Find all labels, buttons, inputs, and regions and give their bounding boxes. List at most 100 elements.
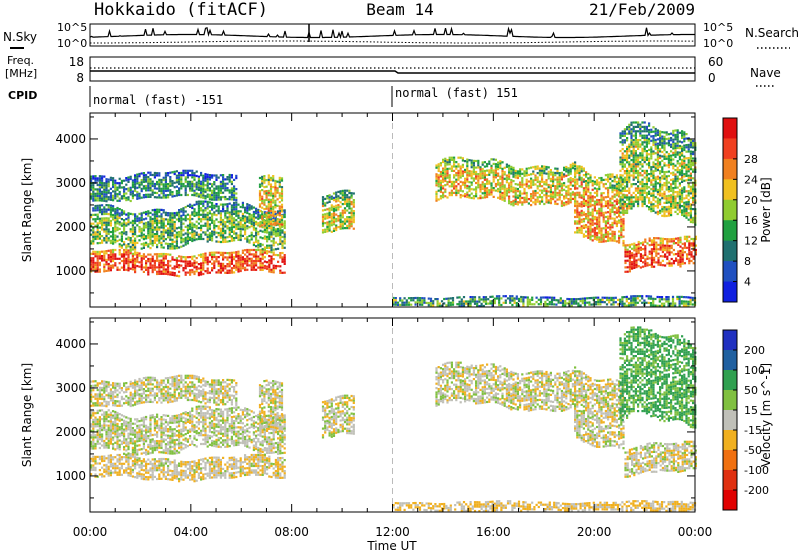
power-echo-cell [451,159,453,161]
power-echo-cell [220,219,222,221]
power-echo-cell [596,184,598,186]
power-echo-cell [596,219,598,221]
power-echo-cell [624,262,626,264]
power-echo-cell [138,230,140,232]
power-echo-cell [326,215,328,217]
power-echo-cell [395,297,397,299]
power-echo-cell [127,190,129,192]
power-echo-cell [490,193,492,195]
power-echo-cell [549,303,551,305]
power-echo-cell [611,173,613,175]
power-echo-cell [465,300,467,302]
power-echo-cell [351,197,353,199]
power-echo-cell [187,242,189,244]
power-echo-cell [158,209,160,211]
power-echo-cell [567,178,569,180]
power-echo-cell [246,210,248,212]
power-echo-cell [545,197,547,199]
power-echo-cell [628,124,630,126]
power-echo-cell [506,192,508,194]
power-echo-cell [674,302,676,304]
power-echo-cell [270,205,272,207]
power-echo-cell [348,205,350,207]
power-echo-cell [540,297,542,299]
power-echo-cell [346,209,348,211]
power-echo-cell [235,197,237,199]
power-echo-cell [279,230,281,232]
power-echo-cell [158,215,160,217]
power-echo-cell [476,301,478,303]
power-echo-cell [233,206,235,208]
power-echo-cell [255,230,257,232]
power-echo-cell [268,234,270,236]
power-echo-cell [270,260,272,262]
power-echo-cell [215,196,217,198]
power-echo-cell [594,236,596,238]
power-echo-cell [231,240,233,242]
power-echo-cell [167,232,169,234]
power-echo-cell [229,256,231,258]
power-echo-cell [676,296,678,298]
noise-right-tick-top: 10^5 [703,21,733,34]
power-echo-cell [337,219,339,221]
power-echo-cell [273,242,275,244]
power-echo-cell [226,221,228,223]
power-echo-cell [220,181,222,183]
power-echo-cell [143,245,145,247]
power-echo-cell [167,227,169,229]
power-echo-cell [163,218,165,220]
power-echo-cell [253,218,255,220]
power-echo-cell [110,188,112,190]
power-echo-cell [167,269,169,271]
power-echo-cell [114,235,116,237]
power-echo-cell [207,194,209,196]
power-echo-cell [233,204,235,206]
power-echo-cell [237,212,239,214]
power-echo-cell [444,162,446,164]
power-echo-cell [112,232,114,234]
power-echo-cell [483,301,485,303]
power-echo-cell [499,178,501,180]
power-echo-cell [444,180,446,182]
power-echo-cell [592,195,594,197]
power-echo-cell [112,264,114,266]
power-echo-cell [326,224,328,226]
power-echo-cell [154,211,156,213]
power-echo-cell [198,234,200,236]
power-echo-cell [353,221,355,223]
power-echo-cell [473,177,475,179]
power-echo-cell [501,196,503,198]
power-echo-cell [105,178,107,180]
power-echo-cell [624,150,626,152]
power-echo-cell [510,168,512,170]
power-echo-cell [273,229,275,231]
power-echo-cell [637,205,639,207]
power-echo-cell [600,236,602,238]
power-echo-cell [284,236,286,238]
power-echo-cell [268,268,270,270]
power-echo-cell [644,252,646,254]
power-echo-cell [242,213,244,215]
power-echo-cell [440,164,442,166]
power-echo-cell [244,216,246,218]
power-echo-cell [539,181,541,183]
power-echo-cell [340,217,342,219]
power-echo-cell [235,215,237,217]
power-echo-cell [105,261,107,263]
power-echo-cell [134,216,136,218]
power-echo-cell [224,236,226,238]
power-echo-cell [609,184,611,186]
power-echo-cell [231,254,233,256]
power-echo-cell [226,263,228,265]
power-echo-cell [191,269,193,271]
power-echo-cell [132,195,134,197]
power-echo-cell [573,303,575,305]
power-echo-cell [324,213,326,215]
power-echo-cell [123,219,125,221]
power-echo-cell [229,222,231,224]
power-echo-cell [145,174,147,176]
power-echo-cell [215,188,217,190]
power-echo-cell [270,194,272,196]
power-echo-cell [134,190,136,192]
power-echo-cell [218,208,220,210]
